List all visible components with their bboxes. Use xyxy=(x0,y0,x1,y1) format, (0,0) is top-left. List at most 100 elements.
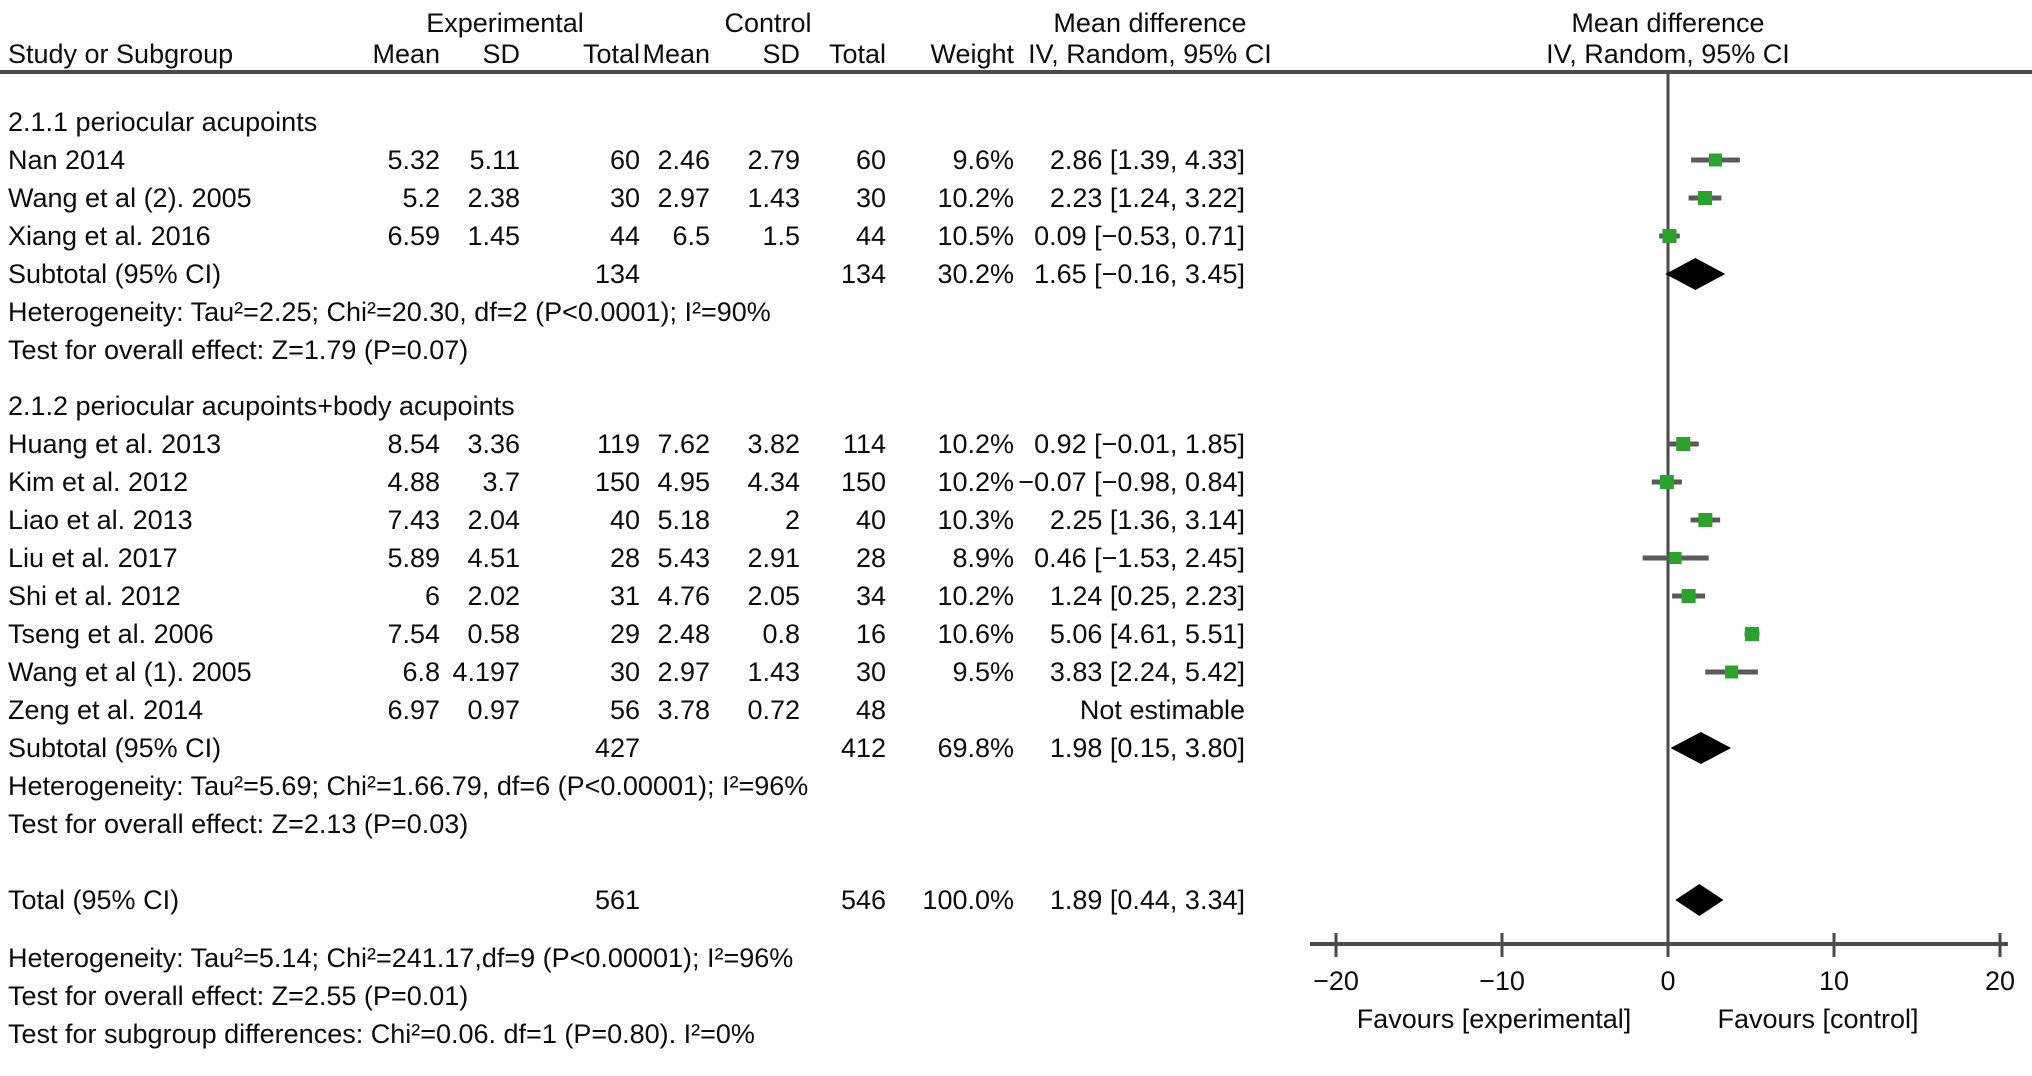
subtotal-diamond xyxy=(1670,732,1732,764)
cell-mean-experimental: 6 xyxy=(424,581,440,611)
cell-total-experimental: 427 xyxy=(594,733,640,763)
cell-sd-experimental: 2.02 xyxy=(467,581,520,611)
cell-sd-experimental: 2.38 xyxy=(467,183,520,213)
point-estimate-marker xyxy=(1744,627,1759,641)
cell-mean-experimental: 7.43 xyxy=(387,505,440,535)
cell-total-control: 16 xyxy=(855,619,886,649)
cell-total-experimental: 119 xyxy=(596,429,640,459)
cell-mean-control: 2.97 xyxy=(657,183,710,213)
cell-total-control: 150 xyxy=(840,467,886,497)
cell-effect-estimate: 0.92 [−0.01, 1.85] xyxy=(1034,429,1245,459)
cell-sd-control: 2.79 xyxy=(747,145,800,175)
study-label: Kim et al. 2012 xyxy=(8,467,189,497)
cell-weight: 10.5% xyxy=(937,221,1014,251)
cell-sd-control: 1.5 xyxy=(762,221,800,251)
cell-total-experimental: 29 xyxy=(609,619,640,649)
cell-weight: 69.8% xyxy=(937,733,1014,763)
cell-total-control: 44 xyxy=(855,221,886,251)
point-estimate-marker xyxy=(1659,475,1674,489)
cell-sd-experimental: 3.36 xyxy=(467,429,520,459)
cell-effect-estimate: 1.24 [0.25, 2.23] xyxy=(1049,581,1245,611)
study-label: Wang et al (1). 2005 xyxy=(8,657,252,687)
cell-effect-estimate: 1.89 [0.44, 3.34] xyxy=(1049,885,1245,915)
cell-total-control: 48 xyxy=(855,695,886,725)
subtotal-diamond xyxy=(1665,258,1726,290)
column-header-mean-experimental: Mean xyxy=(372,39,440,69)
mean-difference-header-left: Mean difference xyxy=(1053,8,1247,38)
cell-sd-experimental: 5.11 xyxy=(469,145,520,175)
cell-total-control: 30 xyxy=(855,657,886,687)
cell-sd-control: 0.72 xyxy=(747,695,800,725)
cell-effect-estimate: 1.65 [−0.16, 3.45] xyxy=(1034,259,1245,289)
cell-weight: 10.3% xyxy=(937,505,1014,535)
cell-effect-estimate: 1.98 [0.15, 3.80] xyxy=(1049,733,1245,763)
cell-sd-experimental: 1.45 xyxy=(467,221,520,251)
cell-total-control: 114 xyxy=(842,429,886,459)
subgroup-heading: 2.1.1 periocular acupoints xyxy=(8,107,318,137)
cell-mean-control: 7.62 xyxy=(657,429,710,459)
cell-weight: 8.9% xyxy=(952,543,1014,573)
favours-right-label: Favours [control] xyxy=(1717,1004,1918,1034)
cell-sd-control: 1.43 xyxy=(747,183,800,213)
cell-total-experimental: 60 xyxy=(609,145,640,175)
axis-tick-label: 0 xyxy=(1660,966,1675,996)
point-estimate-marker xyxy=(1669,552,1682,564)
cell-mean-control: 4.76 xyxy=(657,581,710,611)
cell-mean-control: 4.95 xyxy=(657,467,710,497)
cell-mean-experimental: 8.54 xyxy=(387,429,440,459)
axis-tick-label: −10 xyxy=(1479,966,1525,996)
total-label: Total (95% CI) xyxy=(8,885,180,915)
cell-total-experimental: 28 xyxy=(609,543,640,573)
study-label: Xiang et al. 2016 xyxy=(8,221,211,251)
statistics-note: Heterogeneity: Tau²=2.25; Chi²=20.30, df… xyxy=(8,297,771,327)
study-label: Zeng et al. 2014 xyxy=(8,695,204,725)
cell-total-experimental: 40 xyxy=(609,505,640,535)
cell-effect-estimate: 2.86 [1.39, 4.33] xyxy=(1049,145,1245,175)
statistics-note: Test for overall effect: Z=2.13 (P=0.03) xyxy=(8,809,469,839)
cell-mean-experimental: 5.89 xyxy=(387,543,440,573)
mean-difference-header-right: Mean difference xyxy=(1571,8,1765,38)
cell-sd-control: 2.91 xyxy=(747,543,800,573)
total-diamond xyxy=(1675,884,1724,916)
point-estimate-marker xyxy=(1681,589,1696,603)
axis-tick-label: 20 xyxy=(1985,966,2015,996)
point-estimate-marker xyxy=(1698,191,1713,205)
cell-sd-control: 2.05 xyxy=(747,581,800,611)
cell-effect-estimate: 5.06 [4.61, 5.51] xyxy=(1049,619,1245,649)
subgroup-heading: 2.1.2 periocular acupoints+body acupoint… xyxy=(8,391,515,421)
cell-mean-control: 5.18 xyxy=(657,505,710,535)
cell-mean-experimental: 6.97 xyxy=(387,695,440,725)
axis-tick-label: −20 xyxy=(1313,966,1359,996)
cell-mean-experimental: 4.88 xyxy=(387,467,440,497)
effect-column-header-left: IV, Random, 95% CI xyxy=(1028,39,1272,69)
statistics-note: Test for overall effect: Z=2.55 (P=0.01) xyxy=(8,981,469,1011)
cell-sd-control: 0.8 xyxy=(762,619,800,649)
column-header-total-control: Total xyxy=(828,39,886,69)
cell-sd-control: 2 xyxy=(784,505,800,535)
cell-effect-estimate: −0.07 [−0.98, 0.84] xyxy=(1018,467,1245,497)
column-header-study: Study or Subgroup xyxy=(8,39,234,69)
statistics-note: Test for overall effect: Z=1.79 (P=0.07) xyxy=(8,335,469,365)
cell-total-experimental: 134 xyxy=(594,259,640,289)
cell-weight: 10.2% xyxy=(937,183,1014,213)
cell-total-control: 40 xyxy=(855,505,886,535)
statistics-note: Heterogeneity: Tau²=5.69; Chi²=1.66.79, … xyxy=(8,771,809,801)
cell-weight: 10.2% xyxy=(937,467,1014,497)
cell-total-control: 546 xyxy=(840,885,886,915)
cell-effect-estimate: 0.09 [−0.53, 0.71] xyxy=(1034,221,1245,251)
axis-tick-label: 10 xyxy=(1819,966,1849,996)
effect-column-header-right: IV, Random, 95% CI xyxy=(1546,39,1790,69)
cell-sd-experimental: 3.7 xyxy=(482,467,520,497)
cell-total-experimental: 44 xyxy=(609,221,640,251)
cell-effect-estimate: Not estimable xyxy=(1079,695,1245,725)
cell-sd-control: 1.43 xyxy=(747,657,800,687)
study-label: Wang et al (2). 2005 xyxy=(8,183,252,213)
point-estimate-marker xyxy=(1676,437,1691,451)
cell-mean-control: 2.48 xyxy=(657,619,710,649)
point-estimate-marker xyxy=(1698,513,1713,527)
cell-total-control: 30 xyxy=(855,183,886,213)
cell-total-control: 34 xyxy=(855,581,886,611)
cell-total-control: 412 xyxy=(840,733,886,763)
subtotal-label: Subtotal (95% CI) xyxy=(8,259,222,289)
